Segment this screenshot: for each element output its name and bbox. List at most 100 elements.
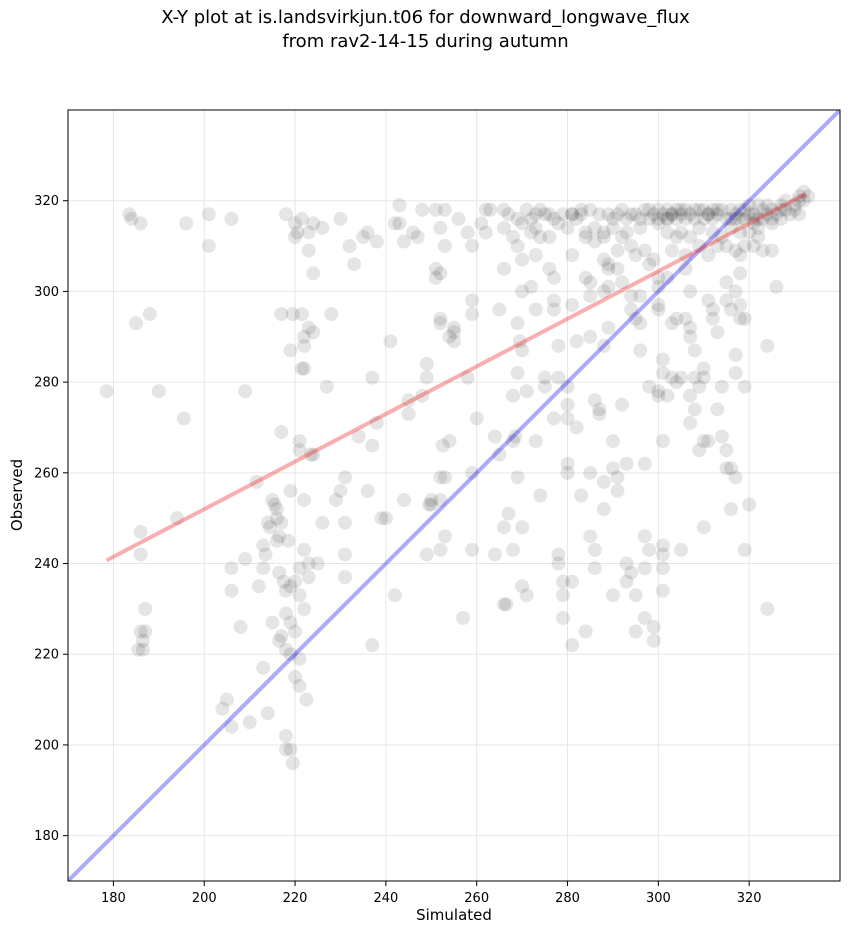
data-point: [701, 207, 716, 222]
y-tick-label: 300: [34, 285, 59, 300]
y-tick-label: 220: [34, 648, 59, 663]
data-point: [664, 316, 679, 331]
data-point: [651, 279, 666, 294]
data-point: [560, 411, 575, 426]
data-point: [733, 202, 748, 217]
data-point: [551, 216, 566, 231]
data-point: [278, 207, 293, 222]
data-point: [533, 488, 548, 503]
data-point: [605, 434, 620, 449]
data-point: [769, 207, 784, 222]
data-point: [701, 434, 716, 449]
data-point: [728, 347, 743, 362]
data-point: [496, 220, 511, 235]
data-point: [683, 320, 698, 335]
data-point: [596, 252, 611, 267]
data-point: [283, 483, 298, 498]
data-point: [242, 715, 257, 730]
data-point: [278, 728, 293, 743]
y-tick-label: 180: [34, 829, 59, 844]
data-point: [605, 211, 620, 226]
data-point: [719, 275, 734, 290]
data-point: [387, 216, 402, 231]
data-point: [528, 207, 543, 222]
data-point: [437, 239, 452, 254]
data-point: [519, 588, 534, 603]
data-point: [701, 207, 716, 222]
data-point: [306, 216, 321, 231]
data-point: [578, 225, 593, 240]
data-point: [710, 207, 725, 222]
data-point: [596, 225, 611, 240]
data-point: [290, 225, 305, 240]
data-point: [578, 624, 593, 639]
data-point: [415, 388, 430, 403]
data-point: [528, 220, 543, 235]
data-point: [524, 211, 539, 226]
data-point: [569, 420, 584, 435]
data-point: [660, 388, 675, 403]
data-point: [714, 202, 729, 217]
data-point: [433, 220, 448, 235]
data-point: [506, 229, 521, 244]
data-point: [306, 447, 321, 462]
data-point: [678, 248, 693, 263]
data-point: [267, 497, 282, 512]
data-point: [260, 515, 275, 530]
data-point: [719, 443, 734, 458]
data-point: [510, 211, 525, 226]
data-point: [737, 202, 752, 217]
data-point: [169, 511, 184, 526]
data-point: [519, 202, 534, 217]
data-point: [624, 302, 639, 317]
data-point: [515, 284, 530, 299]
data-point: [678, 211, 693, 226]
data-point: [360, 225, 375, 240]
data-point: [274, 307, 289, 322]
x-tick-label: 180: [101, 891, 126, 906]
data-point: [460, 225, 475, 240]
data-point: [601, 207, 616, 222]
data-point: [651, 298, 666, 313]
data-point: [583, 288, 598, 303]
data-point: [655, 547, 670, 562]
data-point: [669, 202, 684, 217]
data-point: [224, 211, 239, 226]
data-point: [664, 243, 679, 258]
data-point: [624, 207, 639, 222]
data-point: [655, 583, 670, 598]
data-point: [133, 524, 148, 539]
data-point: [294, 211, 309, 226]
data-point: [510, 239, 525, 254]
data-point: [224, 719, 239, 734]
data-point: [678, 202, 693, 217]
data-point: [565, 207, 580, 222]
data-point: [764, 216, 779, 231]
data-point: [760, 198, 775, 213]
data-point: [751, 211, 766, 226]
data-point: [310, 556, 325, 571]
data-point: [276, 574, 291, 589]
data-point: [733, 211, 748, 226]
data-point: [796, 184, 811, 199]
data-point: [401, 406, 416, 421]
data-point: [565, 248, 580, 263]
x-tick-label: 260: [464, 891, 489, 906]
data-point: [710, 325, 725, 340]
x-tick-label: 240: [373, 891, 398, 906]
data-point: [624, 288, 639, 303]
data-point: [651, 384, 666, 399]
data-point: [496, 202, 511, 217]
data-point: [596, 502, 611, 517]
data-point: [674, 225, 689, 240]
data-point: [633, 316, 648, 331]
data-point: [297, 329, 312, 344]
data-point: [737, 311, 752, 326]
data-point: [306, 266, 321, 281]
data-point: [478, 225, 493, 240]
data-point: [601, 257, 616, 272]
data-point: [637, 202, 652, 217]
data-point: [397, 493, 412, 508]
data-point: [285, 756, 300, 771]
data-point: [669, 211, 684, 226]
